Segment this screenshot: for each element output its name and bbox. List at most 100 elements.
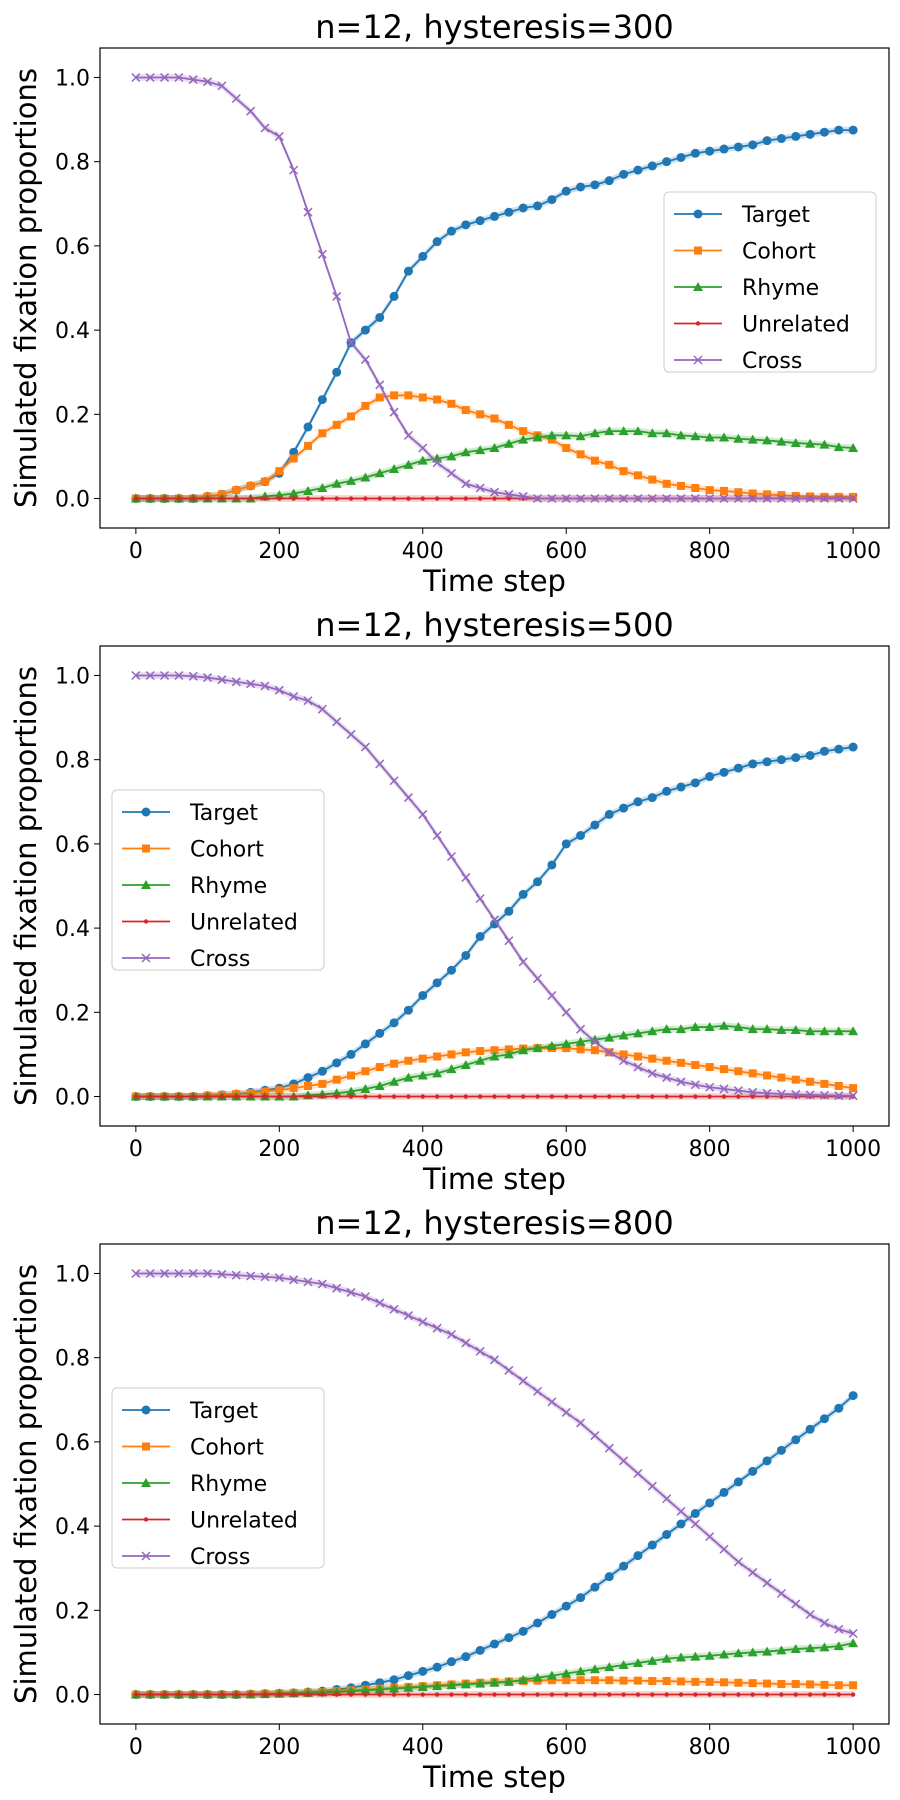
data-point — [535, 1094, 540, 1099]
data-point — [705, 1498, 715, 1508]
data-point — [561, 1668, 572, 1678]
data-point — [764, 1692, 770, 1697]
data-point — [317, 704, 327, 714]
data-point — [532, 1043, 543, 1053]
x-tick-label: 400 — [402, 1735, 444, 1760]
data-point — [849, 1681, 858, 1690]
data-point — [691, 1060, 700, 1069]
data-point — [619, 803, 629, 813]
data-point — [274, 490, 285, 500]
data-point — [547, 493, 557, 504]
data-point — [805, 493, 815, 504]
data-point — [819, 439, 830, 449]
x-axis-label: Time step — [422, 1760, 566, 1794]
data-point — [676, 1519, 686, 1529]
x-tick-label: 800 — [689, 539, 731, 564]
data-point — [518, 491, 528, 501]
data-point — [676, 782, 686, 792]
data-point — [374, 1081, 385, 1090]
legend-marker — [693, 282, 703, 291]
data-point — [490, 1046, 499, 1055]
data-point — [562, 444, 571, 452]
data-point — [331, 1088, 342, 1098]
data-point — [589, 1664, 600, 1674]
data-point — [305, 496, 311, 501]
data-point — [791, 1089, 801, 1099]
data-point — [318, 1079, 327, 1088]
data-point — [377, 496, 382, 501]
data-point — [776, 134, 786, 144]
data-point — [291, 496, 296, 501]
legend-marker — [693, 355, 703, 365]
data-point — [446, 1657, 456, 1667]
legend-marker — [695, 321, 701, 326]
data-point — [733, 142, 743, 152]
y-tick-label: 0.4 — [55, 1515, 90, 1540]
legend-item-rhyme: Rhyme — [122, 874, 267, 899]
data-point — [420, 1692, 425, 1697]
data-point — [791, 493, 801, 504]
x-tick-label: 0 — [129, 539, 143, 564]
data-point — [633, 1468, 643, 1479]
x-tick-label: 1000 — [825, 1735, 881, 1760]
data-point — [403, 1005, 413, 1015]
data-point — [705, 486, 714, 495]
data-point — [619, 1050, 628, 1059]
data-point — [347, 1071, 356, 1080]
data-point — [647, 1068, 657, 1078]
data-point — [360, 1039, 370, 1049]
data-point — [176, 1094, 182, 1099]
data-point — [647, 1481, 657, 1491]
data-point — [446, 965, 456, 975]
data-point — [776, 493, 786, 504]
data-point — [705, 493, 715, 504]
data-point — [191, 1692, 196, 1697]
data-point — [148, 1692, 153, 1697]
data-point — [492, 1692, 497, 1697]
data-point — [691, 1677, 700, 1686]
legend: Target Cohort Rhyme Unrelated Cross — [111, 1387, 325, 1570]
data-point — [762, 757, 772, 767]
data-point — [446, 451, 457, 461]
data-point — [819, 1414, 829, 1424]
data-point — [834, 1082, 843, 1090]
data-point — [403, 1072, 414, 1082]
data-point — [148, 1094, 153, 1099]
data-point — [191, 496, 196, 501]
data-point — [719, 432, 730, 442]
data-point — [346, 475, 357, 485]
data-point — [275, 1086, 284, 1095]
data-point — [590, 456, 599, 465]
data-point — [676, 1506, 686, 1516]
data-point — [776, 1025, 787, 1034]
legend-marker — [694, 246, 702, 255]
legend-marker — [141, 1405, 151, 1415]
x-tick-label: 200 — [258, 1735, 300, 1760]
data-point — [317, 1279, 327, 1289]
data-point — [836, 1692, 841, 1697]
data-point — [547, 860, 557, 870]
data-point — [661, 1653, 672, 1663]
data-point — [447, 399, 456, 408]
data-point — [288, 488, 299, 498]
data-point — [690, 1519, 700, 1529]
data-point — [848, 1091, 858, 1101]
data-point — [833, 442, 844, 452]
data-point — [750, 1094, 755, 1099]
data-point — [632, 1028, 643, 1038]
data-point — [705, 772, 715, 782]
data-point — [604, 1572, 614, 1582]
data-point — [576, 1593, 586, 1603]
x-tick-label: 0 — [129, 1735, 143, 1760]
data-point — [289, 447, 299, 457]
data-point — [361, 401, 370, 410]
data-point — [188, 671, 198, 681]
data-point — [733, 1022, 744, 1032]
data-point — [417, 1070, 428, 1080]
data-point — [533, 1618, 543, 1628]
data-point — [461, 1652, 471, 1662]
legend-item-target: Target — [674, 203, 810, 228]
data-point — [389, 1675, 399, 1685]
data-point — [721, 1094, 727, 1099]
data-point — [490, 414, 499, 423]
